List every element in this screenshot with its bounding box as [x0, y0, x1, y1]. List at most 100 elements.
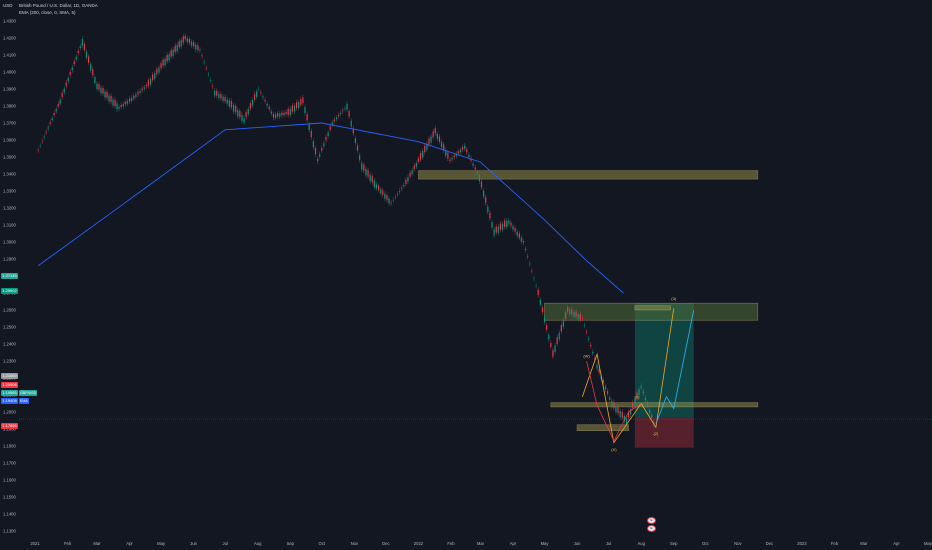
candle-body: [474, 167, 476, 170]
candle-body: [304, 107, 306, 114]
candle-body: [562, 320, 565, 327]
candle-body: [73, 61, 75, 65]
candle-body: [237, 109, 239, 117]
candle-body: [102, 88, 104, 94]
x-tick-label: Dec: [382, 541, 389, 546]
candle-body: [188, 39, 191, 43]
candle-body: [581, 318, 583, 319]
candle-body: [556, 337, 558, 344]
candle-body: [380, 189, 382, 194]
candle-body: [253, 94, 256, 100]
candle-body: [447, 152, 449, 159]
price-tag: 1.19585: [1, 390, 18, 396]
candle-body: [407, 177, 409, 182]
candle-body: [518, 233, 520, 238]
candle-body: [459, 149, 462, 153]
wave-label: (2): [653, 431, 659, 436]
candle-body: [152, 74, 154, 81]
candle-body: [112, 99, 114, 106]
candle-body: [67, 78, 69, 82]
candle-body: [588, 338, 590, 340]
y-tick-label: 1.3300: [3, 189, 16, 194]
x-tick-label: Oct: [319, 541, 326, 546]
price-tag: 1.25902: [1, 288, 18, 294]
candle-body: [137, 92, 139, 95]
candle-body: [96, 83, 98, 89]
x-tick-label: Feb: [831, 541, 839, 546]
candle-body: [428, 138, 430, 145]
candle-body: [128, 98, 131, 102]
candle-body: [207, 74, 209, 75]
candle-body: [558, 332, 560, 340]
candle-body: [499, 223, 502, 230]
x-tick-label: Feb: [447, 541, 455, 546]
candle-body: [415, 162, 417, 167]
candle-body: [235, 105, 237, 113]
candle-body: [440, 141, 443, 148]
candle-body: [258, 88, 260, 90]
series-tag: GBP/USD: [19, 390, 38, 396]
candle-body: [430, 136, 432, 143]
x-tick-label: Jun: [190, 541, 197, 546]
candle-body: [405, 179, 407, 185]
candle-body: [218, 93, 220, 99]
candle-body: [55, 108, 57, 112]
price-tag: 1.20906: [1, 382, 18, 388]
candle-body: [79, 46, 81, 48]
x-tick-label: 2021: [30, 541, 40, 546]
candle-body: [613, 402, 615, 409]
x-tick-label: Apr: [510, 541, 517, 546]
candle-body: [573, 311, 575, 317]
candle-body: [567, 307, 569, 312]
candle-body: [245, 112, 247, 118]
candle-body: [579, 313, 581, 320]
candle-body: [508, 220, 510, 224]
candle-body: [527, 255, 529, 257]
candle-body: [272, 113, 275, 118]
candle-body: [53, 113, 55, 116]
candle-body: [632, 402, 634, 409]
candle-body: [139, 90, 141, 93]
candle-body: [285, 111, 287, 115]
y-tick-label: 1.1700: [3, 461, 16, 466]
x-tick-label: Jul: [222, 541, 227, 546]
candle-body: [571, 309, 573, 315]
x-tick-label: Sep: [670, 541, 678, 546]
candle-body: [47, 127, 49, 129]
x-tick-label: Nov: [351, 541, 359, 546]
candle-body: [190, 41, 193, 46]
candle-body: [340, 112, 342, 114]
y-tick-label: 1.2500: [3, 325, 16, 330]
candle-body: [491, 222, 493, 228]
candle-body: [279, 113, 281, 117]
candle-body: [281, 112, 283, 116]
candle-body: [533, 278, 535, 279]
candle-body: [617, 406, 619, 414]
wave-label: (W): [583, 354, 590, 359]
candle-body: [390, 202, 392, 204]
candle-body: [512, 226, 514, 230]
candle-body: [216, 90, 218, 96]
candle-body: [203, 61, 205, 63]
candle-body: [363, 164, 365, 171]
candle-body: [178, 40, 180, 48]
candle-body: [455, 153, 457, 156]
candle-body: [621, 411, 623, 418]
price-tag: 1.17856: [1, 423, 18, 429]
earnings-badge[interactable]: E: [647, 517, 656, 524]
candle-body: [110, 95, 112, 102]
candle-body: [501, 223, 504, 230]
y-tick-label: 1.1900: [3, 427, 16, 432]
candle-body: [87, 56, 90, 63]
candle-body: [651, 414, 653, 419]
earnings-badge[interactable]: E: [647, 525, 656, 532]
candle-body: [541, 307, 544, 313]
candle-body: [525, 248, 527, 251]
candle-body: [249, 103, 251, 109]
series-tag: EMA: [19, 398, 29, 404]
candle-body: [321, 147, 323, 151]
y-tick-label: 1.3800: [3, 104, 16, 109]
candle-body: [466, 149, 468, 153]
